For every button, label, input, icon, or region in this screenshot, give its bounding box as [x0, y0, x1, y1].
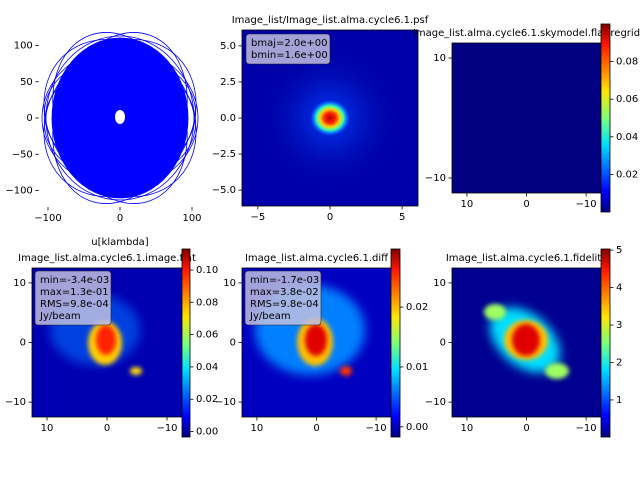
y-tick-label: 5.0	[220, 41, 236, 52]
y-tick-label: −2.5	[212, 149, 236, 160]
x-tick-label: 10	[461, 199, 474, 210]
y-tick-label: −10	[425, 173, 446, 184]
x-axis-label: u[klambda]	[91, 237, 149, 248]
y-tick-label: 2.5	[220, 77, 236, 88]
x-tick-label: 0	[523, 199, 529, 210]
x-tick-label: −10	[576, 199, 597, 210]
panel-title: Image_list/Image_list.alma.cycle6.1.psf	[232, 15, 429, 26]
y-tick-label: −5.0	[212, 185, 236, 196]
x-tick-label: 0	[104, 423, 110, 434]
y-tick-label: 10	[433, 53, 446, 64]
annotation-line: max=1.3e-01	[40, 287, 109, 298]
annotation-line: bmaj=2.0e+00	[251, 38, 328, 49]
annotation-line: RMS=9.8e-04	[250, 299, 319, 310]
y-tick-label: 0	[440, 338, 446, 349]
panel-title: Image_list.alma.cycle6.1.image.flat	[18, 253, 196, 264]
panel-title: Image_list.alma.cycle6.1.diff	[245, 253, 389, 264]
annotation: min=-1.7e-03max=3.8e-02RMS=9.8e-04Jy/bea…	[244, 270, 322, 326]
x-tick-label: −5	[250, 212, 265, 223]
y-tick-label: 0.0	[220, 113, 236, 124]
x-tick-label: 10	[461, 423, 474, 434]
x-tick-label: 0	[523, 423, 529, 434]
x-tick-label: 5	[399, 212, 405, 223]
uv-coverage	[41, 32, 199, 204]
x-tick-label: 100	[182, 213, 201, 224]
colorbar-tick-label: 0.06	[196, 330, 218, 341]
colorbar-tick-label: 0.08	[616, 57, 638, 68]
annotation-box	[244, 270, 322, 326]
x-tick-label: 0	[117, 213, 123, 224]
skymodel-image	[452, 43, 601, 193]
annotation-box	[34, 270, 112, 326]
colorbar-tick-label: 0.02	[196, 394, 218, 405]
colorbar	[390, 248, 401, 438]
annotation-line: bmin=1.6e+00	[251, 50, 328, 61]
annotation-line: RMS=9.8e-04	[40, 299, 109, 310]
y-tick-label: −50	[12, 149, 33, 160]
colorbar-tick-label: 0.00	[406, 422, 428, 433]
x-tick-label: 0	[327, 212, 333, 223]
annotation: min=-3.4e-03max=1.3e-01RMS=9.8e-04Jy/bea…	[34, 270, 112, 326]
colorbar-tick-label: 1	[616, 395, 622, 406]
panel-title: Image_list.alma.cycle6.1.skymodel.flat.r…	[413, 28, 640, 39]
colorbar-tick-label: 4	[616, 283, 622, 294]
colorbar	[600, 248, 611, 438]
y-tick-label: 0	[230, 338, 236, 349]
x-tick-label: 0	[313, 423, 319, 434]
y-tick-label: −10	[215, 397, 236, 408]
colorbar-tick-label: 0.00	[196, 427, 218, 438]
annotation-line: min=-3.4e-03	[40, 275, 109, 286]
fidelity-image	[452, 268, 601, 417]
x-tick-label: −10	[366, 423, 387, 434]
y-tick-label: 50	[20, 77, 33, 88]
colorbar-tick-label: 0.10	[196, 265, 218, 276]
x-tick-label: 10	[41, 423, 54, 434]
colorbar-tick-label: 5	[616, 245, 622, 256]
x-tick-label: 10	[251, 423, 264, 434]
y-tick-label: −100	[5, 186, 32, 197]
x-tick-label: −10	[576, 423, 597, 434]
x-tick-label: −10	[156, 423, 177, 434]
y-tick-label: 10	[433, 278, 446, 289]
colorbar-tick-label: 3	[616, 320, 622, 331]
y-tick-label: 0	[20, 338, 26, 349]
annotation-line: Jy/beam	[249, 311, 291, 322]
colorbar	[181, 248, 191, 438]
y-tick-label: 10	[13, 278, 26, 289]
y-tick-label: −10	[5, 397, 26, 408]
x-tick-label: −100	[34, 213, 61, 224]
annotation-line: Jy/beam	[39, 311, 81, 322]
colorbar-tick-label: 0.02	[406, 302, 428, 313]
colorbar-tick-label: 0.08	[196, 297, 218, 308]
colorbar-tick-label: 0.04	[616, 132, 638, 143]
colorbar-tick-label: 0.06	[616, 94, 638, 105]
panel-title: Image_list.alma.cycle6.1.fidelity	[446, 253, 607, 264]
annotation-line: min=-1.7e-03	[250, 275, 319, 286]
y-tick-label: 0	[26, 113, 32, 124]
colorbar-tick-label: 0.01	[406, 362, 428, 373]
y-tick-label: −10	[425, 397, 446, 408]
y-tick-label: 100	[14, 41, 33, 52]
annotation-line: max=3.8e-02	[250, 287, 319, 298]
colorbar	[600, 23, 611, 213]
colorbar-tick-label: 2	[616, 357, 622, 368]
annotation-box	[245, 33, 331, 65]
y-tick-label: 10	[223, 278, 236, 289]
colorbar-tick-label: 0.02	[616, 169, 638, 180]
colorbar-tick-label: 0.04	[196, 362, 218, 373]
